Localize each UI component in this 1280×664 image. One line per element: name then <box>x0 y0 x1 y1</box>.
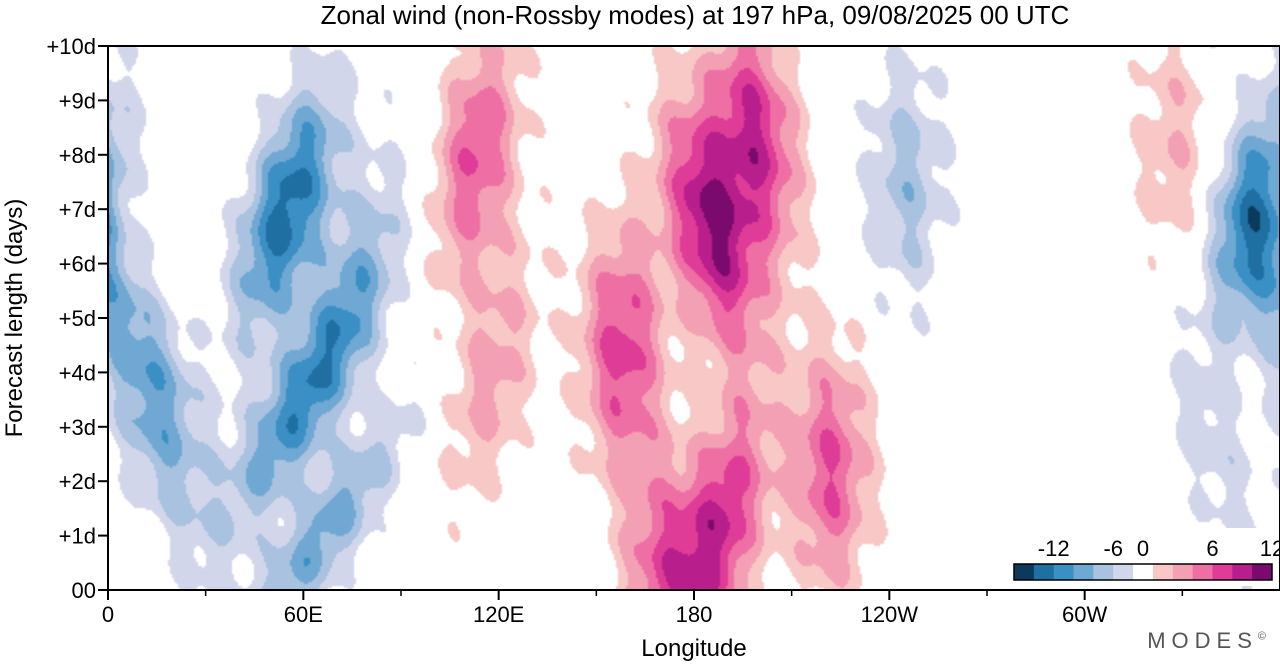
x-tick-label: 120W <box>861 602 919 627</box>
colorbar-swatch <box>1073 564 1094 580</box>
y-axis-label: Forecast length (days) <box>1 199 28 438</box>
x-tick-label: 0 <box>102 602 114 627</box>
colorbar-swatch <box>1053 564 1075 580</box>
y-tick-label: 00 <box>72 578 96 603</box>
colorbar-swatch <box>1212 564 1233 580</box>
logo-text: MODES <box>1147 628 1258 653</box>
y-axis: 00 +1d +2d +3d +4d +5d +6d +7d +8d +9d +10d <box>46 34 108 603</box>
y-tick-label: +1d <box>59 524 96 549</box>
colorbar-swatch <box>1133 564 1154 580</box>
heatmap-contours <box>108 46 1280 590</box>
y-tick-label: +6d <box>59 252 96 277</box>
y-tick-label: +4d <box>59 360 96 385</box>
colorbar-label: 6 <box>1206 536 1218 561</box>
colorbar-label: -6 <box>1103 536 1123 561</box>
x-axis-label: Longitude <box>641 635 746 662</box>
colorbar-swatch <box>1113 564 1134 580</box>
colorbar-swatch <box>1014 564 1035 580</box>
y-tick-label: +3d <box>59 415 96 440</box>
colorbar-swatch <box>1192 564 1213 580</box>
y-tick-label: +9d <box>59 88 96 113</box>
y-tick-label: +5d <box>59 306 96 331</box>
colorbar-label: 0 <box>1137 536 1149 561</box>
y-tick-label: +10d <box>46 34 96 59</box>
y-tick-label: +8d <box>59 143 96 168</box>
chart-title: Zonal wind (non-Rossby modes) at 197 hPa… <box>321 0 1070 30</box>
x-axis: 0 60E 120E 180 120W 60W <box>102 590 1184 627</box>
colorbar-label: 12 <box>1260 536 1280 561</box>
x-tick-label: 180 <box>676 602 713 627</box>
colorbar-swatch <box>1152 564 1174 580</box>
colorbar-swatch <box>1033 564 1055 580</box>
colorbar-swatch <box>1252 564 1273 580</box>
colorbar-swatch <box>1232 564 1253 580</box>
colorbar-frame <box>1013 563 1273 581</box>
colorbar-label: -12 <box>1038 536 1070 561</box>
colorbar-swatch <box>1172 564 1194 580</box>
colorbar-legend: -12 -6 0 6 12 <box>1010 528 1280 586</box>
plot-area <box>107 45 1280 591</box>
y-tick-label: +7d <box>59 197 96 222</box>
copyright-mark: © <box>1257 630 1266 643</box>
x-tick-label: 60W <box>1062 602 1107 627</box>
x-tick-label: 120E <box>473 602 524 627</box>
y-tick-label: +2d <box>59 469 96 494</box>
modes-logo: MODES© <box>1147 628 1266 654</box>
colorbar-swatch <box>1093 564 1114 580</box>
x-tick-label: 60E <box>284 602 323 627</box>
